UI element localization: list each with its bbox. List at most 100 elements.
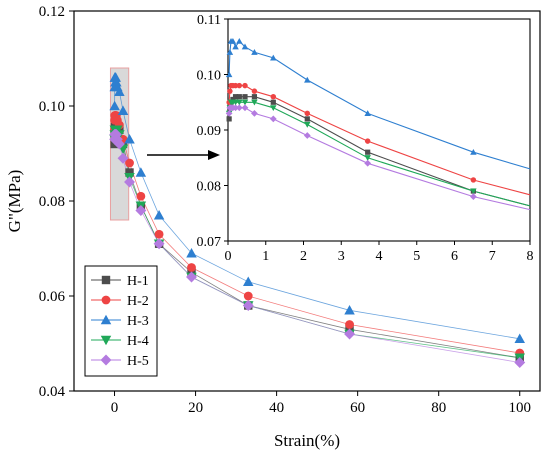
x-tick-label: 20 bbox=[188, 400, 203, 416]
inset-data-point-h-5 bbox=[241, 104, 249, 112]
data-point-h-3 bbox=[135, 167, 147, 177]
zoom-arrow-head bbox=[208, 150, 220, 160]
inset-series-markers bbox=[225, 37, 477, 200]
x-tick-label: 0 bbox=[111, 400, 119, 416]
inset-x-tick-label: 3 bbox=[338, 249, 345, 264]
data-point-h-2 bbox=[243, 291, 253, 301]
inset-x-axis-ticks: 0 1 2 3 4 5 6 7 8 bbox=[225, 241, 534, 264]
inset-data-point-h-3 bbox=[226, 49, 234, 55]
data-point-h-2 bbox=[187, 263, 196, 272]
inset-data-point-h-2 bbox=[251, 88, 258, 94]
inset-data-point-h-1 bbox=[365, 149, 371, 155]
legend-marker-h-1 bbox=[101, 275, 111, 285]
inset-data-point-h-5 bbox=[303, 132, 311, 139]
inset-data-point-h-4 bbox=[364, 155, 371, 161]
inset-x-tick-label: 8 bbox=[527, 249, 534, 264]
inset-data-point-h-2 bbox=[242, 82, 248, 89]
inset-data-point-h-5 bbox=[364, 159, 372, 167]
inset-data-point-h-4 bbox=[251, 99, 258, 106]
data-point-h-2 bbox=[345, 320, 354, 329]
main-x-axis-ticks: 0 20 40 60 80 100 bbox=[111, 391, 531, 416]
x-tick-label: 60 bbox=[350, 400, 365, 416]
data-point-h-5 bbox=[153, 238, 165, 250]
legend-marker-h-2 bbox=[101, 295, 111, 305]
data-point-h-5 bbox=[135, 205, 147, 216]
inset-x-tick-label: 5 bbox=[413, 249, 420, 264]
legend-marker-h-4 bbox=[100, 335, 112, 346]
data-point-h-3 bbox=[111, 77, 122, 87]
inset-data-point-h-4 bbox=[270, 105, 277, 112]
inset-data-point-h-3 bbox=[241, 43, 249, 50]
inset-x-tick-label: 6 bbox=[451, 249, 458, 264]
inset-data-point-h-3 bbox=[225, 71, 233, 78]
data-point-h-3 bbox=[124, 134, 135, 144]
inset-x-tick-label: 7 bbox=[489, 249, 496, 264]
inset-data-point-h-3 bbox=[229, 37, 237, 44]
inset-data-point-h-3 bbox=[251, 49, 258, 55]
x-tick-label: 40 bbox=[269, 400, 284, 416]
data-point-h-3 bbox=[514, 333, 525, 343]
legend-label-h-5: H-5 bbox=[127, 354, 149, 369]
inset-y-tick-label: 0.10 bbox=[197, 69, 222, 84]
inset-data-point-h-2 bbox=[270, 93, 277, 100]
y-tick-label: 0.04 bbox=[39, 384, 66, 400]
inset-x-tick-label: 0 bbox=[225, 249, 232, 264]
data-point-h-1 bbox=[125, 168, 134, 177]
inset-data-point-h-1 bbox=[270, 99, 276, 105]
inset-data-point-h-5 bbox=[235, 104, 243, 112]
y-tick-label: 0.10 bbox=[39, 99, 65, 115]
inset-x-tick-label: 2 bbox=[300, 249, 307, 264]
data-point-h-5 bbox=[110, 129, 122, 140]
data-point-h-3 bbox=[114, 86, 125, 96]
inset-x-tick-label: 4 bbox=[376, 249, 383, 264]
main-series-markers bbox=[109, 72, 526, 368]
inset-plot-frame bbox=[227, 18, 531, 242]
inset-data-point-h-2 bbox=[364, 138, 371, 144]
x-tick-label: 100 bbox=[508, 400, 531, 416]
inset-data-point-h-5 bbox=[251, 109, 258, 117]
data-point-h-5 bbox=[344, 328, 356, 340]
data-point-h-5 bbox=[242, 300, 254, 311]
legend-marker-h-5 bbox=[100, 354, 112, 366]
inset-data-point-h-1 bbox=[251, 94, 258, 100]
inset-data-point-h-3 bbox=[364, 110, 371, 116]
x-tick-label: 80 bbox=[431, 400, 446, 416]
inset-data-point-h-3 bbox=[270, 54, 277, 61]
inset-data-point-h-1 bbox=[236, 94, 242, 100]
inset-data-point-h-5 bbox=[269, 115, 277, 123]
inset-data-point-h-4 bbox=[470, 188, 477, 195]
x-axis-title: Strain(%) bbox=[274, 431, 340, 450]
legend-box bbox=[84, 265, 158, 377]
inset-y-tick-label: 0.08 bbox=[197, 180, 222, 195]
data-point-h-5 bbox=[117, 152, 129, 164]
inset-x-tick-label: 1 bbox=[262, 249, 269, 264]
inset-data-point-h-3 bbox=[236, 37, 243, 44]
inset-data-point-h-3 bbox=[232, 43, 239, 50]
inset-data-point-h-2 bbox=[470, 177, 477, 183]
legend-marker-h-3 bbox=[100, 314, 112, 325]
data-point-h-3 bbox=[153, 210, 165, 220]
inset-data-point-h-1 bbox=[232, 94, 239, 100]
inset-y-tick-label: 0.09 bbox=[197, 124, 222, 139]
inset-data-point-h-1 bbox=[242, 94, 248, 100]
inset-data-point-h-2 bbox=[304, 110, 311, 117]
inset-data-point-h-4 bbox=[236, 99, 243, 106]
main-plot: 0 20 40 60 80 100 0.040.060.080.100.12 Strain… bbox=[5, 4, 541, 450]
legend-label-h-1: H-1 bbox=[127, 274, 149, 289]
y-tick-label: 0.06 bbox=[39, 289, 66, 305]
inset-data-point-h-3 bbox=[304, 76, 311, 83]
inset-y-axis-ticks: 0.07 0.08 0.09 0.10 0.11 bbox=[197, 13, 228, 250]
data-point-h-5 bbox=[514, 357, 526, 368]
data-point-h-2 bbox=[136, 191, 146, 201]
data-point-h-5 bbox=[111, 133, 123, 145]
inset-data-point-h-1 bbox=[230, 96, 236, 103]
data-point-h-5 bbox=[124, 176, 135, 188]
data-point-h-3 bbox=[109, 100, 120, 111]
inset-data-point-h-4 bbox=[241, 99, 249, 106]
data-point-h-2 bbox=[125, 158, 134, 168]
inset-plot: 0 1 2 3 4 5 6 7 8 0.07 0.08 0.09 0.10 0.11 bbox=[197, 13, 534, 264]
data-point-h-3 bbox=[186, 248, 197, 258]
data-point-h-3 bbox=[344, 305, 355, 315]
inset-y-tick-label: 0.07 bbox=[197, 235, 222, 250]
